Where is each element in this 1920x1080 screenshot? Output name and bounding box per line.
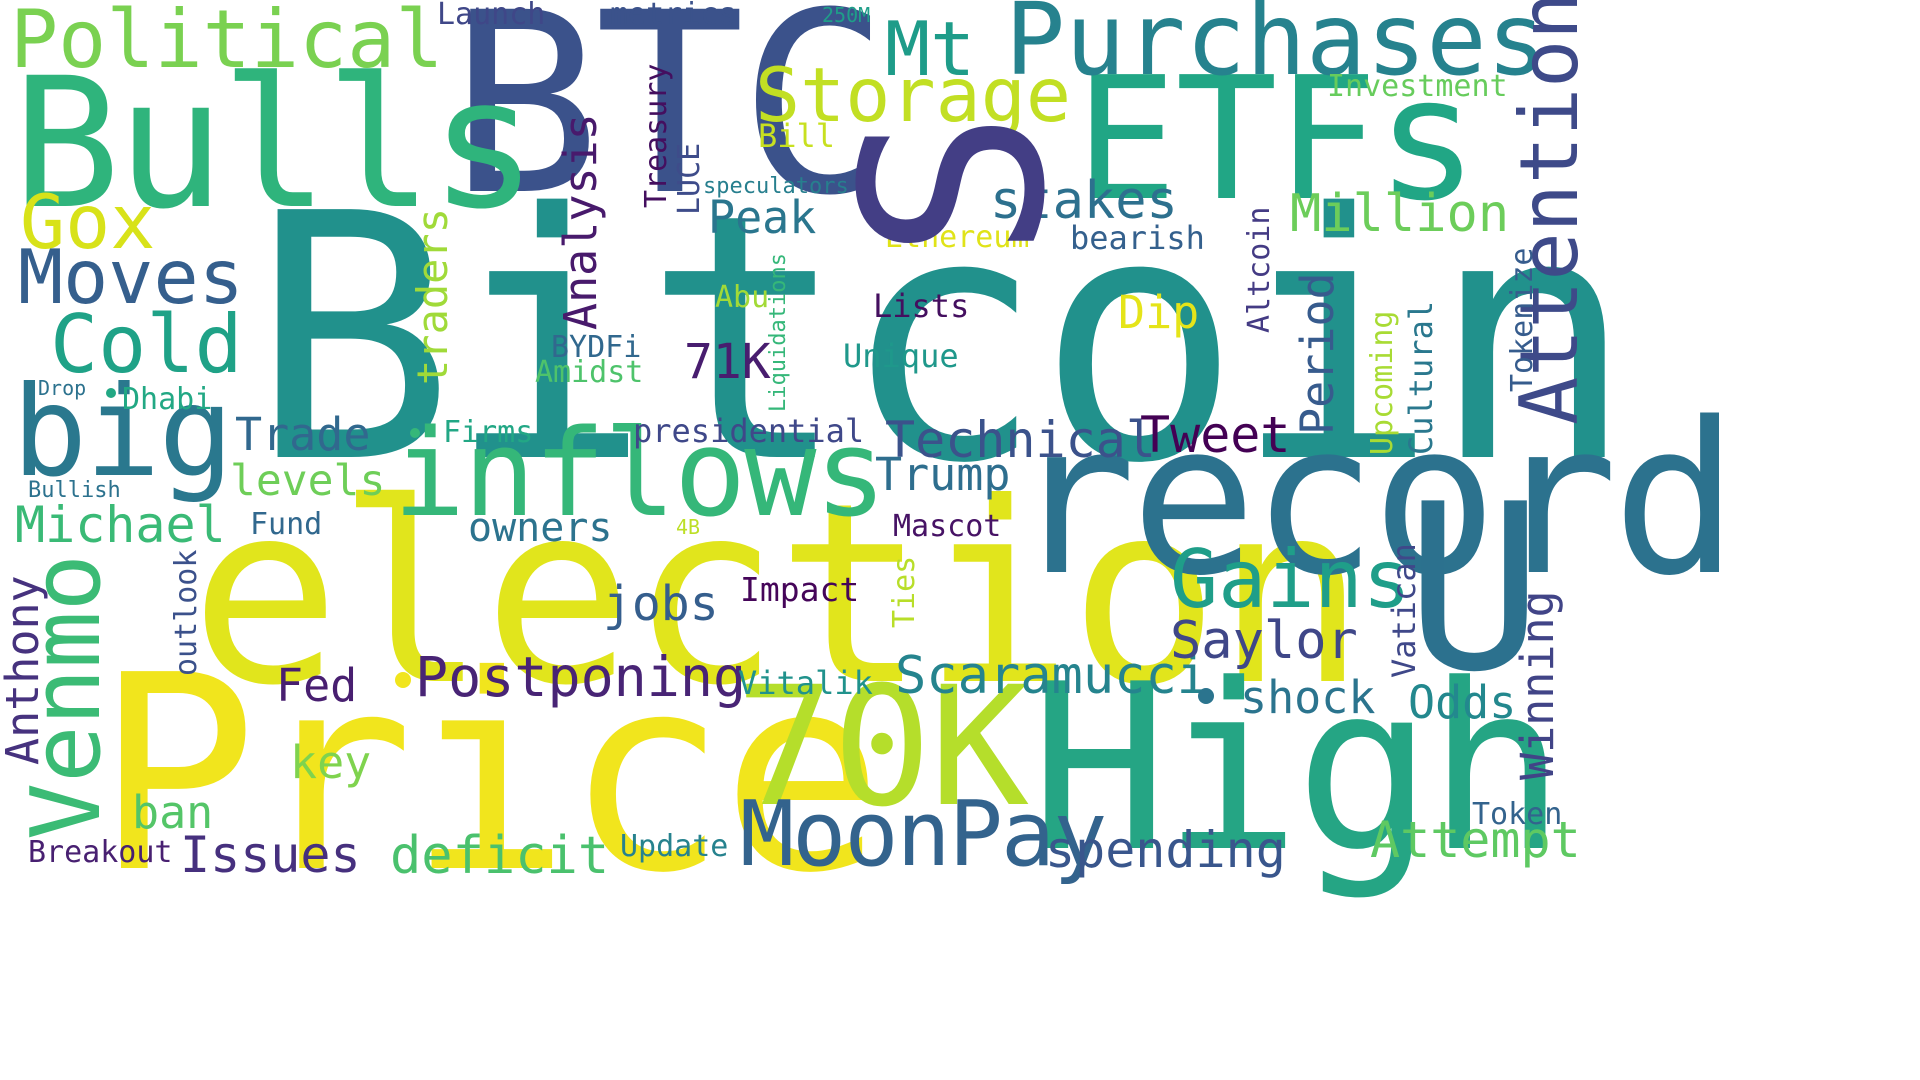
dot-mark [410,428,420,438]
word: 71K [684,334,771,390]
word: Ethereum [885,220,1030,255]
word: Political [10,0,444,86]
word: speculators [703,174,849,199]
word: Breakout [28,835,173,870]
word: Peak [708,191,817,244]
word: Purchases [1005,0,1547,98]
word: BTC [450,0,890,250]
word: Cultural [1402,300,1440,455]
word: Vatican [1385,543,1423,678]
word: Trade [235,408,371,461]
word: Amidst [535,355,644,390]
word: outlook [169,549,204,676]
word: Cold [50,298,243,391]
word: Gains [1170,533,1411,626]
word: Issues [180,826,361,884]
word: Fed [276,659,358,712]
word: inflows [393,405,887,544]
word: Scaramucci [895,646,1209,706]
word: Upcoming [1365,310,1400,456]
word: Trump [875,448,1011,501]
word: Price [95,617,884,932]
word: Million [1290,184,1510,244]
word: Investment [1327,69,1508,104]
word: Unique [843,337,959,375]
word: Launch [437,0,546,32]
word: Tweet [1140,406,1291,464]
word: Abu [715,280,770,315]
word: Ties [887,555,922,628]
word: Storage [755,51,1072,139]
word: Altcoin [1242,206,1277,333]
word: Treasury [639,63,674,209]
word: presidential [633,412,865,450]
dot-mark [1198,688,1214,704]
word: Bitcoin [250,142,1635,538]
word: Bill [758,117,836,155]
word: Update [620,829,729,864]
word: Saylor [1170,611,1358,671]
word: Michael [15,496,226,554]
word: owners [468,505,613,551]
word: Lists [873,287,970,325]
dot-mark [395,672,411,688]
word: MoonPay [740,782,1107,887]
word: traders [408,207,457,385]
word: metrics [610,0,737,32]
word: High [1030,636,1566,903]
word: 4B [676,515,701,539]
word: U [1405,456,1544,723]
word: big [12,360,234,505]
word: ban [132,786,214,839]
word: Postponing [415,645,747,709]
word: Technical [885,411,1156,469]
word: Liquidations [766,253,791,412]
word: Analysis [554,113,607,330]
word: Impact [740,570,860,609]
dot-mark [106,388,116,398]
word: S [809,109,1100,260]
word: 250M [822,3,871,27]
word: shock [1240,671,1376,724]
word: Winning [1511,590,1564,780]
word: Moves [18,233,244,321]
word: Dhabi [122,382,213,417]
word: ETFs [1075,41,1478,239]
word: key [290,736,372,789]
word: Mascot [893,509,1002,544]
word: spending [1045,821,1286,879]
word: Attempt [1370,811,1581,869]
word: Anthony [0,575,49,765]
word: jobs [603,576,719,632]
word: Bulls [12,40,538,249]
word: Odds [1408,676,1517,729]
word: Gox [20,178,156,266]
word: bearish [1070,219,1205,257]
word: Period [1291,272,1344,435]
word: BYDFi [551,330,642,365]
word: election [190,449,1366,740]
word: 70K [735,651,1029,843]
word: record [1010,377,1739,622]
word: LUCE [672,142,707,215]
word: Firms [443,415,534,450]
word: deficit [390,826,610,886]
word: Vitalik [738,664,873,702]
word: Drop [38,376,87,400]
word: levels [230,456,386,506]
word: stakes [990,171,1178,231]
word: Tokenize [1505,247,1540,393]
word: Dip [1118,286,1200,339]
word: Bullish [28,478,121,503]
word: Fund [250,507,323,542]
word: Mt [885,5,976,93]
word: Token [1472,797,1563,832]
